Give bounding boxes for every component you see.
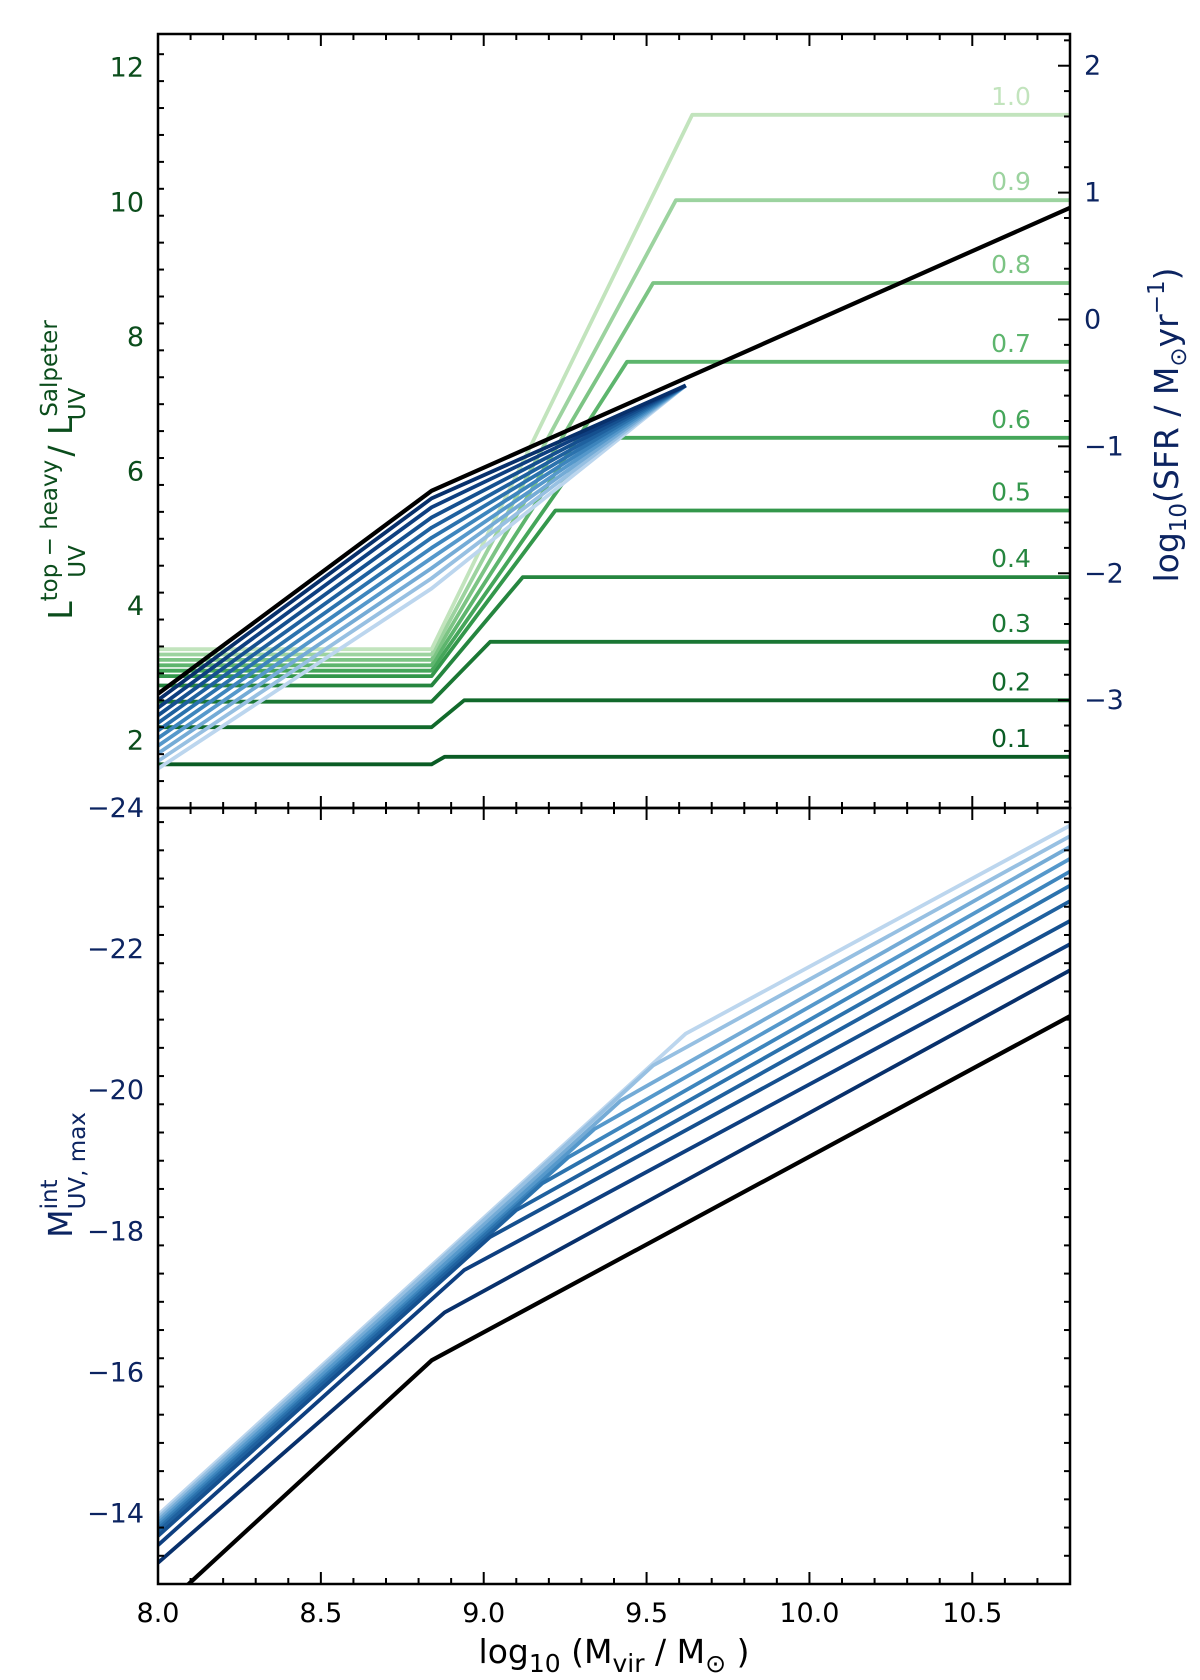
ratio-line-1.0 xyxy=(158,112,1070,652)
bottom-ytick-label: −16 xyxy=(87,1357,144,1388)
sfr-line-black xyxy=(158,205,1070,696)
muv-line-0.3 xyxy=(158,919,1070,1538)
top-ytick-label: 6 xyxy=(127,456,144,487)
sfr-line-0.7 xyxy=(158,383,687,748)
top-ytick-label: 2 xyxy=(127,726,144,757)
muv-line-0.2 xyxy=(158,942,1070,1547)
sfr-line-0.6 xyxy=(158,383,687,740)
sfr-line-0.8 xyxy=(158,383,687,755)
fraction-label-0.4: 0.4 xyxy=(991,544,1031,573)
fraction-label-0.1: 0.1 xyxy=(991,724,1031,753)
muv-line-0.4 xyxy=(158,899,1070,1534)
top-y2tick-label: 0 xyxy=(1084,304,1101,335)
fraction-label-0.6: 0.6 xyxy=(991,405,1031,434)
ratio-line-0.1 xyxy=(158,754,1070,767)
xlabel: log10 (Mvir / M⊙ ) xyxy=(479,1632,750,1678)
ratio-line-0.5 xyxy=(158,508,1070,678)
bottom-ytick-label: −22 xyxy=(87,934,144,965)
top-ytick-label: 4 xyxy=(127,591,144,622)
fraction-label-0.3: 0.3 xyxy=(991,609,1031,638)
top-ytick-label: 8 xyxy=(127,322,144,353)
xtick-label: 8.5 xyxy=(299,1598,342,1629)
muv-line-0.6 xyxy=(158,869,1070,1528)
muv-line-0.9 xyxy=(158,834,1070,1520)
sfr-line-0.2 xyxy=(158,383,687,710)
top-y2tick-label: 1 xyxy=(1084,178,1101,209)
top-panel: 0.10.20.30.40.50.60.70.80.91.0 24681012−… xyxy=(110,32,1124,810)
ratio-line-0.3 xyxy=(158,639,1070,704)
muv-line-0.7 xyxy=(158,857,1070,1525)
xtick-label: 9.0 xyxy=(462,1598,505,1629)
bottom-ytick-label: −18 xyxy=(87,1216,144,1247)
top-ytick-label: 10 xyxy=(110,187,144,218)
ratio-line-0.7 xyxy=(158,359,1070,668)
muv-line-0.8 xyxy=(158,845,1070,1522)
top-y2tick-label: −2 xyxy=(1084,558,1124,589)
xtick-label: 10.0 xyxy=(779,1598,839,1629)
bottom-panel: 8.0 8.5 9.0 9.5 10.0 10.5 −14 −16 −18 −20 −22 −24 xyxy=(87,793,1072,1629)
bottom-ytick-label: −14 xyxy=(87,1498,144,1529)
fraction-label-1.0: 1.0 xyxy=(991,82,1031,111)
muv-line-0.5 xyxy=(158,883,1070,1531)
top-ylabel: Ltop − heavyUV / LSalpeterUV xyxy=(37,320,91,620)
sfr-line-0.4 xyxy=(158,383,687,725)
bottom-ytick-label: −20 xyxy=(87,1075,144,1106)
top-y2tick-label: −1 xyxy=(1084,431,1124,462)
muv-line-black xyxy=(185,1014,1070,1584)
top-ytick-label: 12 xyxy=(110,53,144,84)
fraction-label-0.8: 0.8 xyxy=(991,250,1031,279)
fraction-label-0.2: 0.2 xyxy=(991,667,1031,696)
top-y2label: log10(SFR / M⊙yr−1) xyxy=(1144,267,1192,582)
ratio-line-0.8 xyxy=(158,281,1070,662)
sfr-line-0.3 xyxy=(158,383,687,717)
fraction-labels: 0.1 0.2 0.3 0.4 0.5 0.6 0.7 0.8 0.9 1.0 xyxy=(991,82,1031,753)
top-lines xyxy=(158,112,1070,771)
ratio-line-0.9 xyxy=(158,198,1070,657)
fraction-label-0.9: 0.9 xyxy=(991,167,1031,196)
sfr-line-0.1 xyxy=(158,383,687,702)
fraction-label-0.5: 0.5 xyxy=(991,478,1031,507)
xtick-label: 9.5 xyxy=(625,1598,668,1629)
fraction-label-0.7: 0.7 xyxy=(991,329,1031,358)
sfr-line-0.9 xyxy=(158,383,687,763)
ratio-line-0.4 xyxy=(158,575,1070,688)
xtick-label: 10.5 xyxy=(942,1598,1002,1629)
top-y2tick-label: −3 xyxy=(1084,685,1124,716)
ratio-line-0.2 xyxy=(158,698,1070,730)
muv-line-0.1 xyxy=(158,968,1070,1565)
bottom-ticks: 8.0 8.5 9.0 9.5 10.0 10.5 −14 −16 −18 −20 −22 −24 xyxy=(87,793,1071,1629)
top-y2tick-label: 2 xyxy=(1084,51,1101,82)
xtick-label: 8.0 xyxy=(137,1598,180,1629)
bottom-ytick-label: −24 xyxy=(87,793,144,824)
bottom-lines xyxy=(158,823,1070,1584)
sfr-line-0.5 xyxy=(158,383,687,733)
sfr-line-1.0 xyxy=(158,384,687,771)
bottom-ylabel: MintUV, max xyxy=(37,1112,91,1238)
